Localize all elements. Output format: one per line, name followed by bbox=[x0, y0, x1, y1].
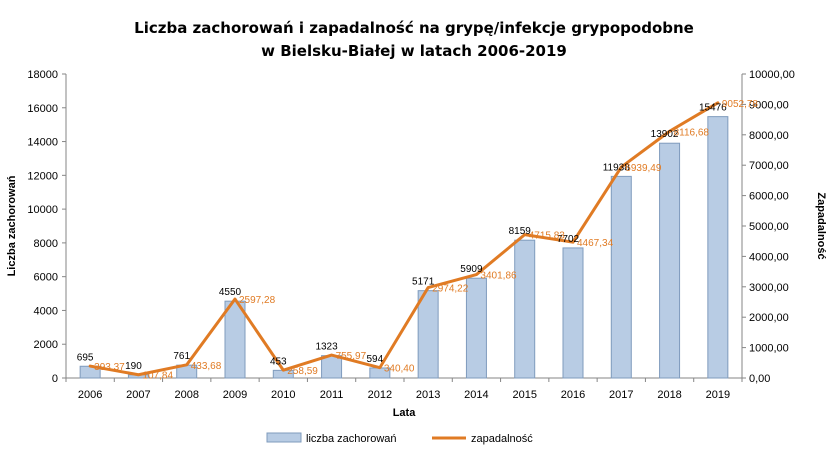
legend-label-bars: liczba zachorowań bbox=[306, 433, 397, 445]
line-value-label: 393,37 bbox=[94, 362, 125, 373]
y-tick-label: 8000 bbox=[34, 238, 58, 250]
x-tick-label: 2010 bbox=[271, 389, 295, 401]
bar-value-label: 15476 bbox=[699, 103, 727, 114]
x-tick-label: 2015 bbox=[512, 389, 536, 401]
legend: liczba zachorowań zapadalność bbox=[266, 432, 533, 445]
bar-value-label: 594 bbox=[367, 354, 384, 365]
bar bbox=[224, 300, 246, 379]
x-tick-label: 2018 bbox=[657, 389, 681, 401]
line-value-label: 4467,34 bbox=[577, 238, 614, 249]
y2-tick-label: 0,00 bbox=[749, 373, 770, 385]
y-tick-label: 4000 bbox=[34, 305, 58, 317]
y-tick-label: 10000 bbox=[27, 204, 58, 216]
y-tick-label: 6000 bbox=[34, 272, 58, 284]
line-series bbox=[88, 101, 720, 377]
line-value-label: 4715,83 bbox=[529, 231, 566, 242]
line-value-label: 2974,22 bbox=[432, 284, 469, 295]
y2-tick-label: 3000,00 bbox=[749, 282, 789, 294]
bar-value-label: 453 bbox=[270, 356, 287, 367]
legend-label-line: zapadalność bbox=[471, 433, 533, 445]
bar bbox=[562, 247, 584, 379]
bar bbox=[707, 116, 729, 379]
chart-title: Liczba zachorowań i zapadalność na grypę… bbox=[134, 19, 694, 37]
chart-subtitle: w Bielsku-Białej w latach 2006-2019 bbox=[261, 42, 567, 60]
y2-tick-label: 6000,00 bbox=[749, 191, 789, 203]
x-tick-label: 2007 bbox=[126, 389, 150, 401]
x-axis-title: Lata bbox=[393, 407, 417, 419]
y-tick-label: 2000 bbox=[34, 339, 58, 351]
bar-value-label: 11938 bbox=[603, 162, 631, 173]
x-tick-label: 2014 bbox=[464, 389, 488, 401]
y2-tick-label: 2000,00 bbox=[749, 312, 789, 324]
bars bbox=[79, 116, 729, 379]
y2-tick-label: 10000,00 bbox=[749, 69, 795, 81]
bar bbox=[465, 277, 487, 379]
line-value-label: 107,84 bbox=[142, 371, 173, 382]
y2-tick-label: 5000,00 bbox=[749, 221, 789, 233]
y-tick-label: 12000 bbox=[27, 170, 58, 182]
legend-swatch-bars bbox=[266, 432, 302, 443]
line-value-label: 340,40 bbox=[384, 364, 415, 375]
bar-value-label: 5909 bbox=[460, 264, 483, 275]
x-tick-label: 2009 bbox=[223, 389, 247, 401]
x-tick-label: 2013 bbox=[416, 389, 440, 401]
y2-tick-label: 4000,00 bbox=[749, 251, 789, 263]
bar-value-label: 761 bbox=[173, 351, 190, 362]
bar-value-label: 4550 bbox=[219, 287, 242, 298]
y-tick-label: 18000 bbox=[27, 69, 58, 81]
x-tick-label: 2011 bbox=[320, 389, 344, 401]
y-tick-label: 14000 bbox=[27, 137, 58, 149]
y-axis-title: Liczba zachorowań bbox=[6, 175, 18, 276]
y2-axis-title: Zapadalność bbox=[815, 192, 827, 259]
bar bbox=[417, 290, 439, 379]
x-tick-label: 2008 bbox=[174, 389, 198, 401]
bar-value-label: 1323 bbox=[315, 342, 338, 353]
bar-value-label: 5171 bbox=[412, 277, 435, 288]
bar bbox=[659, 142, 681, 379]
axes: 0 2000 4000 6000 8000 10000 12000 14000 16000 180… bbox=[27, 69, 794, 401]
bar-value-label: 190 bbox=[125, 361, 142, 372]
bar-value-label: 7702 bbox=[557, 234, 580, 245]
x-tick-label: 2006 bbox=[78, 389, 102, 401]
x-tick-label: 2016 bbox=[561, 389, 585, 401]
line-value-label: 3401,86 bbox=[480, 271, 517, 282]
bar bbox=[514, 239, 536, 379]
y2-tick-label: 8000,00 bbox=[749, 130, 789, 142]
line-value-label: 9052,78 bbox=[722, 99, 759, 110]
y2-tick-label: 1000,00 bbox=[749, 343, 789, 355]
y2-tick-label: 9000,00 bbox=[749, 99, 789, 111]
line-value-label: 6939,49 bbox=[625, 163, 662, 174]
line-value-label: 755,97 bbox=[336, 351, 367, 362]
bar-value-label: 8159 bbox=[509, 226, 532, 237]
line-zapadalnosc bbox=[88, 101, 720, 377]
y-tick-label: 0 bbox=[52, 373, 58, 385]
bar bbox=[610, 175, 632, 379]
y-tick-label: 16000 bbox=[27, 103, 58, 115]
bar-value-label: 13902 bbox=[651, 129, 679, 140]
bar-value-label: 695 bbox=[77, 352, 94, 363]
x-tick-label: 2019 bbox=[706, 389, 730, 401]
data-labels: 695 190 761 4550 453 1323 594 5171 5909 8159 7702 1… bbox=[77, 99, 759, 382]
line-value-label: 433,68 bbox=[191, 361, 222, 372]
y2-tick-label: 7000,00 bbox=[749, 160, 789, 172]
line-value-label: 2597,28 bbox=[239, 295, 276, 306]
x-tick-label: 2017 bbox=[609, 389, 633, 401]
x-tick-label: 2012 bbox=[368, 389, 392, 401]
line-value-label: 8116,68 bbox=[674, 127, 710, 138]
line-value-label: 258,59 bbox=[287, 366, 318, 377]
